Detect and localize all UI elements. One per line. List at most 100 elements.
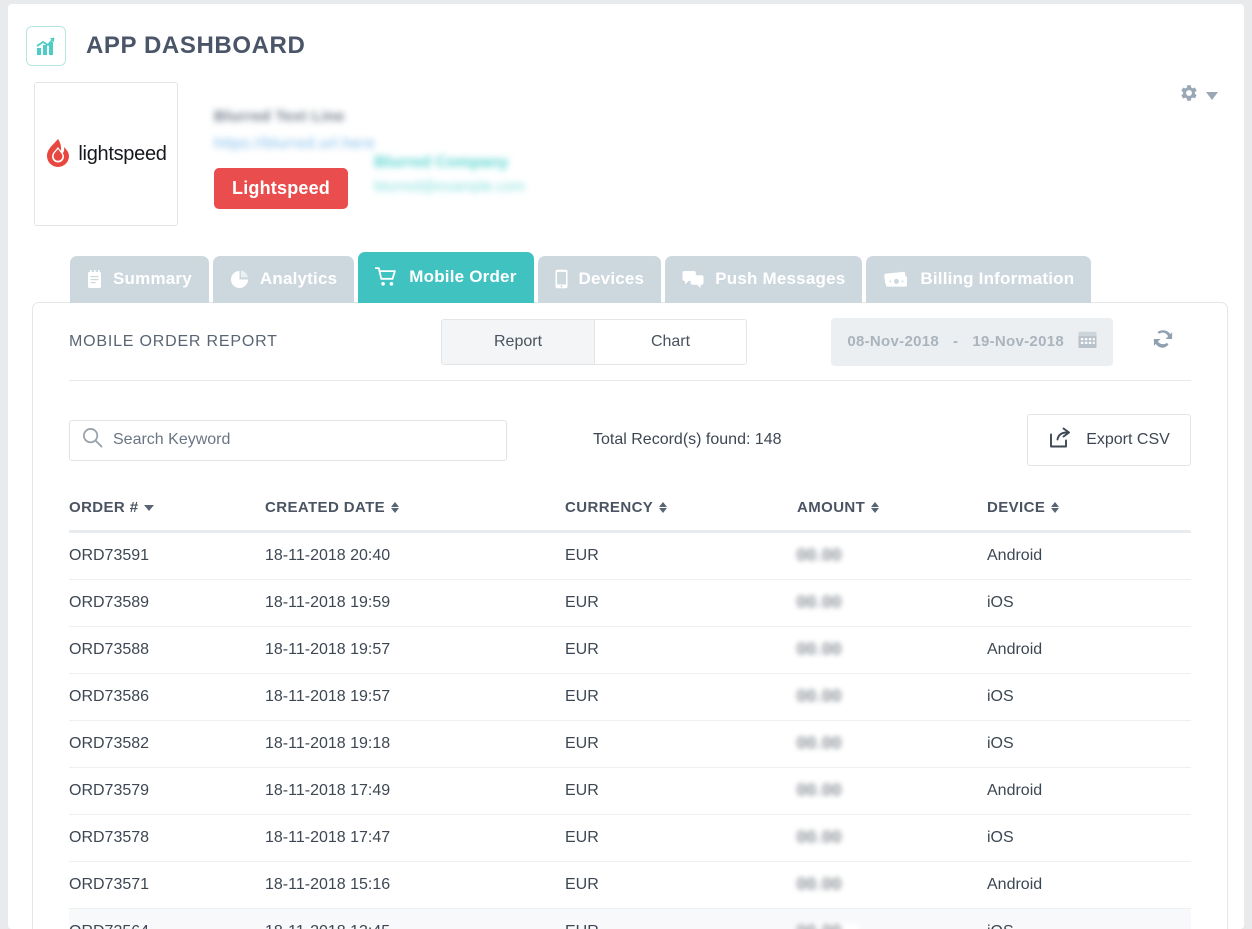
record-count-label: Total Record(s) found: 148	[593, 431, 782, 448]
cell-device: Android	[987, 626, 1191, 674]
table-row[interactable]: ORD73586 18-11-2018 19:57 EUR 00.00 iOS	[69, 673, 1191, 721]
cell-currency: EUR	[565, 908, 797, 929]
phone-icon	[554, 269, 568, 289]
sort-desc-icon	[144, 504, 155, 511]
profile-section: lightspeed Blurred Text Line https://blu…	[8, 70, 1244, 226]
settings-menu[interactable]	[1178, 82, 1218, 109]
cell-order: ORD73591	[69, 531, 265, 580]
table-row[interactable]: ORD73571 18-11-2018 15:16 EUR 00.00 Android	[69, 861, 1191, 909]
cell-order: ORD73579	[69, 767, 265, 815]
tab-bar: Summary Analytics Mobile Order	[8, 252, 1244, 303]
column-header-device[interactable]: DEVICE	[987, 499, 1191, 533]
sort-both-icon	[1051, 502, 1060, 513]
cell-created-date: 18-11-2018 15:16	[265, 861, 565, 909]
amount-value-redacted: 00.00	[797, 829, 859, 847]
column-header-device-label: DEVICE	[987, 499, 1046, 516]
table-row[interactable]: ORD73588 18-11-2018 19:57 EUR 00.00 Android	[69, 626, 1191, 674]
cell-created-date: 18-11-2018 19:57	[265, 626, 565, 674]
merchant-url-redacted: https://blurred.url.here	[214, 135, 376, 152]
cell-amount: 00.00	[797, 626, 987, 674]
tab-mobile-order[interactable]: Mobile Order	[358, 252, 534, 303]
refresh-icon	[1149, 325, 1177, 358]
sort-both-icon	[659, 502, 668, 513]
tab-analytics[interactable]: Analytics	[212, 256, 355, 303]
cell-currency: EUR	[565, 579, 797, 627]
date-range-picker[interactable]: 08-Nov-2018 - 19-Nov-2018	[831, 317, 1113, 366]
lightspeed-wordmark: lightspeed	[78, 142, 167, 165]
tab-mobile-order-label: Mobile Order	[409, 267, 517, 286]
column-header-currency[interactable]: CURRENCY	[565, 499, 797, 533]
tab-analytics-label: Analytics	[259, 269, 338, 288]
table-row[interactable]: ORD73589 18-11-2018 19:59 EUR 00.00 iOS	[69, 579, 1191, 627]
tab-billing-information[interactable]: Billing Information	[866, 256, 1092, 303]
view-toggle-report[interactable]: Report	[442, 319, 594, 364]
amount-value-redacted: 00.00	[797, 594, 859, 612]
cell-device: Android	[987, 767, 1191, 815]
table-toolbar: Total Record(s) found: 148 Export CSV	[69, 381, 1191, 499]
amount-value-redacted: 00.00	[797, 641, 859, 659]
cell-created-date: 18-11-2018 20:40	[265, 531, 565, 580]
table-row[interactable]: ORD73578 18-11-2018 17:47 EUR 00.00 iOS	[69, 814, 1191, 862]
report-card: MOBILE ORDER REPORT Report Chart 08-Nov-…	[32, 302, 1228, 929]
export-icon	[1048, 427, 1072, 454]
merchant-email-redacted: blurred@example.com	[374, 178, 526, 195]
tab-summary-label: Summary	[113, 269, 192, 288]
calendar-icon[interactable]	[1078, 330, 1097, 354]
tab-devices-label: Devices	[578, 269, 645, 288]
merchant-logo: lightspeed	[34, 82, 178, 226]
notepad-icon	[87, 269, 102, 289]
tab-summary[interactable]: Summary	[70, 256, 209, 303]
search-container[interactable]	[69, 419, 507, 461]
view-toggle-chart[interactable]: Chart	[594, 319, 746, 364]
cell-created-date: 18-11-2018 19:59	[265, 579, 565, 627]
column-header-created-date-label: CREATED DATE	[265, 499, 386, 516]
amount-value-redacted: 00.00	[797, 782, 859, 800]
refresh-button[interactable]	[1149, 325, 1177, 358]
cell-currency: EUR	[565, 767, 797, 815]
tab-push-messages[interactable]: Push Messages	[665, 256, 863, 303]
export-csv-button[interactable]: Export CSV	[1027, 414, 1191, 466]
cell-order: ORD73586	[69, 673, 265, 721]
page-title: APP DASHBOARD	[86, 32, 306, 59]
gear-icon[interactable]	[1178, 82, 1200, 109]
cell-device: iOS	[987, 814, 1191, 862]
cell-created-date: 18-11-2018 17:49	[265, 767, 565, 815]
table-row[interactable]: ORD73582 18-11-2018 19:18 EUR 00.00 iOS	[69, 720, 1191, 768]
cell-order: ORD73588	[69, 626, 265, 674]
lightspeed-flame-icon	[47, 139, 70, 167]
column-header-created-date[interactable]: CREATED DATE	[265, 499, 565, 533]
dashboard-page: APP DASHBOARD lightspeed Blurred Text Li…	[8, 4, 1244, 929]
search-input[interactable]	[113, 431, 483, 449]
table-row[interactable]: ORD73579 18-11-2018 17:49 EUR 00.00 Android	[69, 767, 1191, 815]
search-icon	[82, 427, 103, 453]
report-header: MOBILE ORDER REPORT Report Chart 08-Nov-…	[69, 303, 1191, 381]
tab-billing-information-label: Billing Information	[920, 269, 1075, 288]
cell-amount: 00.00	[797, 720, 987, 768]
date-range-start: 08-Nov-2018	[847, 333, 940, 350]
cell-amount: 00.00	[797, 673, 987, 721]
cell-order: ORD73564	[69, 908, 265, 929]
column-header-currency-label: CURRENCY	[565, 499, 654, 516]
cell-created-date: 18-11-2018 13:45	[265, 908, 565, 929]
amount-value-redacted: 00.00	[797, 876, 859, 894]
cell-currency: EUR	[565, 861, 797, 909]
cell-order: ORD73571	[69, 861, 265, 909]
table-row[interactable]: ORD7356418-11-2018 13:45EUR00.00 iOS	[69, 908, 1191, 929]
profile-details: Blurred Text Line https://blurred.url.he…	[214, 82, 634, 226]
cell-amount: 00.00	[797, 531, 987, 580]
amount-value-redacted: 00.00	[797, 735, 859, 753]
chevron-down-icon[interactable]	[1206, 91, 1218, 100]
app-header: APP DASHBOARD	[8, 4, 1244, 70]
column-header-amount[interactable]: AMOUNT	[797, 499, 987, 533]
cell-created-date: 18-11-2018 17:47	[265, 814, 565, 862]
cell-device: iOS	[987, 720, 1191, 768]
cell-order: ORD73589	[69, 579, 265, 627]
column-header-order[interactable]: ORDER #	[69, 499, 265, 533]
sort-both-icon	[391, 502, 400, 513]
table-row[interactable]: ORD73591 18-11-2018 20:40 EUR 00.00 Android	[69, 531, 1191, 580]
cell-currency: EUR	[565, 531, 797, 580]
cell-amount: 00.00	[797, 579, 987, 627]
tab-devices[interactable]: Devices	[537, 256, 662, 303]
export-csv-label: Export CSV	[1086, 431, 1170, 448]
cell-currency: EUR	[565, 626, 797, 674]
